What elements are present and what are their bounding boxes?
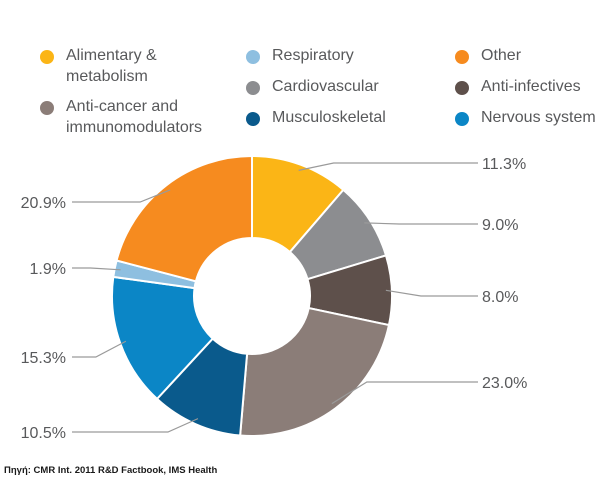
value-label: 10.5%: [21, 425, 66, 442]
legend-label: Musculoskeletal: [272, 109, 386, 126]
legend-item-other: Other: [455, 45, 521, 66]
value-label: 15.3%: [21, 350, 66, 367]
value-label: 23.0%: [482, 375, 527, 392]
value-label: 8.0%: [482, 289, 518, 306]
legend-label: Anti-cancer and immunomodulators: [66, 98, 203, 136]
value-label: 1.9%: [30, 261, 66, 278]
leader-line: [72, 267, 121, 271]
legend-swatch: [455, 112, 469, 126]
donut-slice: [115, 154, 253, 283]
leader-line: [364, 222, 478, 225]
legend-label: Other: [481, 47, 522, 64]
leader-line: [72, 418, 199, 433]
source-note: Πηγή: CMR Int. 2011 R&D Factbook, IMS He…: [4, 465, 218, 476]
legend-label: Anti-infectives: [481, 78, 581, 95]
leader-line: [298, 162, 478, 171]
value-label: 11.3%: [482, 156, 526, 173]
legend-item-respiratory: Respiratory: [246, 45, 354, 66]
legend-item-musculoskeletal: Musculoskeletal: [246, 107, 386, 128]
legend-item-anti-cancer: Anti-cancer and immunomodulators: [40, 96, 202, 138]
leader-line: [72, 340, 127, 358]
donut-slice: [239, 306, 391, 437]
legend-swatch: [40, 101, 54, 115]
legend-label: Alimentary & metabolism: [66, 47, 157, 85]
legend-label: Respiratory: [272, 47, 354, 64]
value-label: 20.9%: [21, 195, 66, 212]
legend-swatch: [246, 112, 260, 126]
legend-swatch: [246, 50, 260, 64]
legend-item-nervous-system: Nervous system: [455, 107, 596, 128]
legend-item-anti-infectives: Anti-infectives: [455, 76, 581, 97]
leader-line: [72, 189, 171, 203]
donut-slices: [111, 154, 393, 437]
leader-line: [385, 289, 478, 297]
value-labels: 11.3% 9.0% 8.0% 23.0% 10.5% 15.3% 1.9% 20.9%: [21, 156, 528, 442]
leader-line: [331, 381, 478, 405]
legend-swatch: [455, 50, 469, 64]
donut-slice: [111, 275, 215, 401]
legend-label: Cardiovascular: [272, 78, 379, 95]
value-label: 9.0%: [482, 217, 518, 234]
legend-swatch: [455, 81, 469, 95]
leader-lines: [72, 162, 478, 433]
legend-swatch: [246, 81, 260, 95]
legend-swatch: [40, 50, 54, 64]
chart-legend: Alimentary & metabolism Respiratory Othe…: [0, 0, 615, 150]
legend-item-alimentary: Alimentary & metabolism: [40, 45, 157, 87]
legend-label: Nervous system: [481, 109, 596, 126]
legend-item-cardiovascular: Cardiovascular: [246, 76, 379, 97]
